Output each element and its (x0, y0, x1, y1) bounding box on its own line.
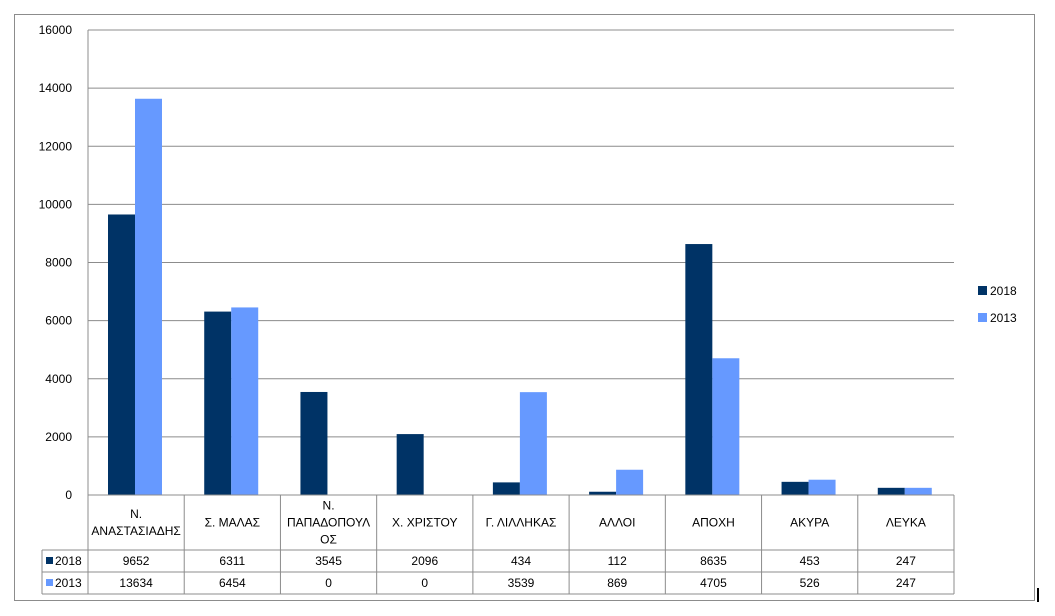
bar-2013-8 (904, 487, 932, 495)
table-value-2018-1: 6311 (219, 554, 245, 568)
table-value-2018-5: 112 (608, 554, 627, 568)
table-series-label-2013: 2013 (55, 576, 82, 590)
category-label-4-0: Γ. ΛΙΛΛΗΚΑΣ (486, 516, 557, 530)
bar-2018-8 (877, 487, 905, 495)
bar-2018-0 (108, 214, 135, 495)
table-value-2013-4: 3539 (508, 576, 535, 590)
table-legend-key-2018 (46, 557, 53, 564)
bar-2018-7 (781, 481, 809, 495)
table-value-2018-0: 9652 (123, 554, 150, 568)
category-label-2-2: ΟΣ (320, 533, 337, 547)
category-label-7-0: ΑΚΥΡΑ (790, 516, 829, 530)
bar-2018-2 (300, 391, 328, 495)
table-value-2018-2: 3545 (315, 554, 342, 568)
table-value-2013-2: 0 (325, 576, 332, 590)
table-value-2018-3: 2096 (411, 554, 438, 568)
bar-2013-4 (519, 392, 547, 495)
category-label-6-0: ΑΠΟΧΗ (692, 516, 735, 530)
category-label-2-1: ΠΑΠΑΔΟΠΟΥΛ (287, 516, 370, 530)
table-value-2018-4: 434 (511, 554, 531, 568)
category-label-5-0: ΑΛΛΟΙ (599, 516, 635, 530)
legend-label-2018: 2018 (990, 284, 1017, 298)
chart-frame (14, 14, 1035, 601)
bar-2018-1 (204, 311, 232, 495)
table-value-2013-1: 6454 (219, 576, 246, 590)
y-tick-label-6: 12000 (39, 139, 73, 153)
y-tick-label-8: 16000 (39, 23, 73, 37)
bar-2018-6 (685, 244, 713, 495)
y-tick-label-2: 4000 (45, 372, 72, 386)
y-tick-label-3: 6000 (45, 314, 72, 328)
table-series-label-2018: 2018 (55, 554, 82, 568)
text-cursor (1037, 588, 1039, 602)
table-value-2018-7: 453 (800, 554, 820, 568)
category-label-0-1: ΑΝΑΣΤΑΣΙΑΔΗΣ (91, 524, 180, 538)
y-tick-label-5: 10000 (39, 197, 73, 211)
category-label-8-0: ΛΕΥΚΑ (886, 516, 926, 530)
table-value-2013-6: 4705 (700, 576, 727, 590)
category-label-2-0: Ν. (323, 499, 335, 513)
category-label-3-0: Χ. ΧΡΙΣΤΟΥ (392, 516, 458, 530)
category-label-1-0: Σ. ΜΑΛΑΣ (205, 516, 261, 530)
table-value-2013-7: 526 (800, 576, 820, 590)
bar-2018-5 (589, 491, 617, 495)
legend-label-2013: 2013 (990, 311, 1017, 325)
category-label-0-0: Ν. (130, 507, 142, 521)
table-value-2018-6: 8635 (700, 554, 727, 568)
table-value-2013-5: 869 (607, 576, 627, 590)
table-value-2013-8: 247 (896, 576, 916, 590)
table-value-2013-0: 13634 (119, 576, 153, 590)
y-tick-label-1: 2000 (45, 430, 72, 444)
table-value-2018-8: 247 (896, 554, 916, 568)
y-tick-label-7: 14000 (39, 81, 73, 95)
y-tick-label-4: 8000 (45, 256, 72, 270)
table-legend-key-2013 (46, 579, 53, 586)
bar-2018-3 (396, 434, 424, 495)
bar-2013-0 (135, 98, 162, 495)
legend-key-2018 (978, 286, 987, 295)
y-tick-label-0: 0 (65, 488, 72, 502)
bar-2018-4 (492, 482, 520, 495)
table-value-2013-3: 0 (421, 576, 428, 590)
legend-key-2013 (978, 313, 987, 322)
bar-2013-5 (616, 469, 644, 495)
bar-2013-1 (231, 307, 259, 495)
bar-2013-6 (712, 358, 740, 495)
bar-2013-7 (808, 479, 836, 495)
